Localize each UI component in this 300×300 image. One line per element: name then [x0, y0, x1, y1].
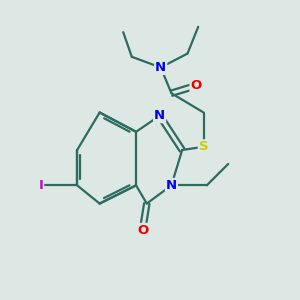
Text: N: N — [166, 179, 177, 192]
Text: N: N — [155, 61, 166, 74]
Text: N: N — [154, 109, 165, 122]
Text: I: I — [38, 179, 43, 192]
Text: O: O — [190, 79, 202, 92]
Text: O: O — [137, 224, 148, 237]
Text: S: S — [199, 140, 208, 153]
